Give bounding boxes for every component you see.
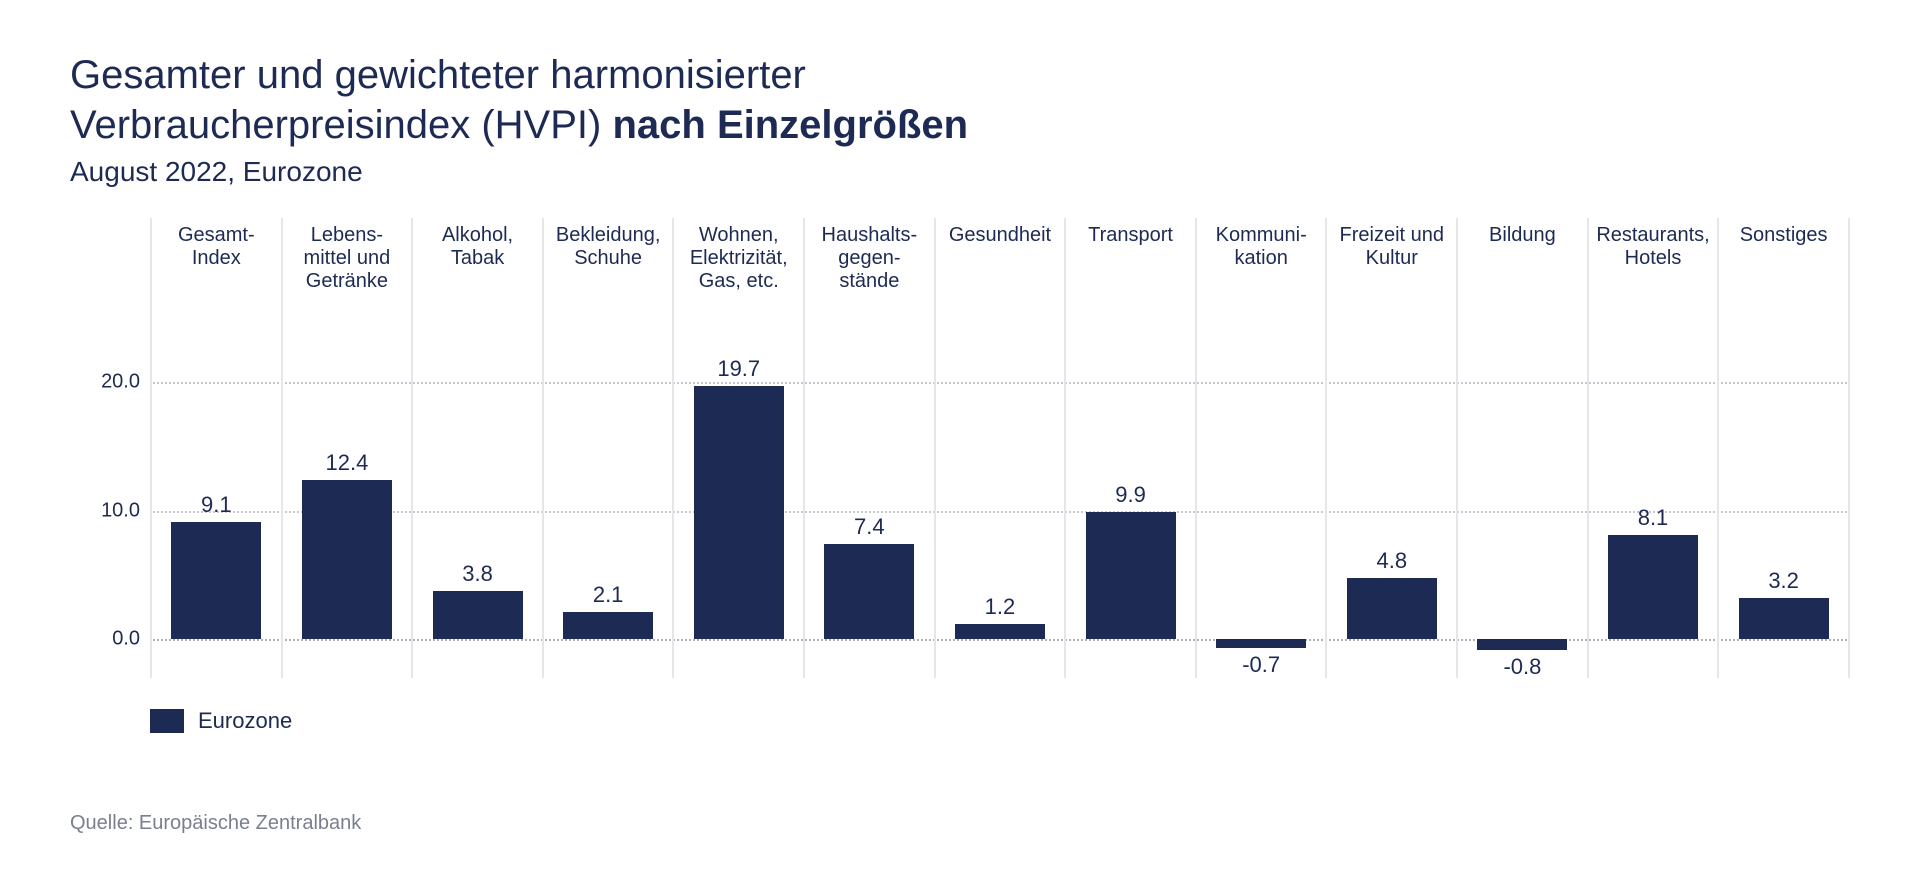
bar xyxy=(1477,639,1567,649)
bar xyxy=(171,522,261,639)
chart-subtitle: August 2022, Eurozone xyxy=(70,156,1850,188)
chart-column: 7.4 xyxy=(803,318,934,678)
legend-label: Eurozone xyxy=(198,708,292,734)
chart-column: 9.1 xyxy=(150,318,281,678)
title-line2-bold: nach Einzelgrößen xyxy=(612,103,968,147)
category-header: Restaurants,Hotels xyxy=(1587,218,1718,318)
value-label: 9.9 xyxy=(1066,482,1195,508)
chart-column: 19.7 xyxy=(672,318,803,678)
y-tick-label: 10.0 xyxy=(101,499,140,522)
bar xyxy=(433,591,523,640)
bar xyxy=(955,624,1045,639)
bar-chart: 0.0 10.0 20.0 Gesamt-IndexLebens-mittel un… xyxy=(70,218,1850,678)
category-header: Lebens-mittel undGetränke xyxy=(281,218,412,318)
bar xyxy=(1086,512,1176,639)
bar xyxy=(1216,639,1306,648)
category-header: Wohnen,Elektrizität,Gas, etc. xyxy=(672,218,803,318)
chart-column: 3.2 xyxy=(1717,318,1850,678)
y-tick-label: 20.0 xyxy=(101,371,140,394)
category-header-row: Gesamt-IndexLebens-mittel undGetränkeAlk… xyxy=(150,218,1850,318)
category-header: Bildung xyxy=(1456,218,1587,318)
category-header: Transport xyxy=(1064,218,1195,318)
value-label: 4.8 xyxy=(1327,548,1456,574)
value-label: -0.7 xyxy=(1197,652,1326,678)
chart-column: 1.2 xyxy=(934,318,1065,678)
bar xyxy=(302,480,392,639)
value-label: 8.1 xyxy=(1589,505,1718,531)
chart-column: 12.4 xyxy=(281,318,412,678)
category-header: Sonstiges xyxy=(1717,218,1850,318)
plot-area: 9.112.4 3.82.1 19.7 7.4 1.2 9.9 -0.7 4.8 -0.8 8.1… xyxy=(150,318,1850,678)
legend-swatch xyxy=(150,709,184,733)
value-label: 9.1 xyxy=(152,492,281,518)
value-label: 3.2 xyxy=(1719,568,1848,594)
category-header: Bekleidung,Schuhe xyxy=(542,218,673,318)
bar xyxy=(1347,578,1437,640)
bar xyxy=(1608,535,1698,639)
category-header: Alkohol,Tabak xyxy=(411,218,542,318)
value-label: 3.8 xyxy=(413,561,542,587)
category-header: Haushalts-gegen-stände xyxy=(803,218,934,318)
category-header: Freizeit undKultur xyxy=(1325,218,1456,318)
value-label: 12.4 xyxy=(283,450,412,476)
chart-column: -0.8 xyxy=(1456,318,1587,678)
title-line1: Gesamter und gewichteter harmonisierter xyxy=(70,53,806,97)
chart-title: Gesamter und gewichteter harmonisierter … xyxy=(70,50,1850,150)
value-label: 19.7 xyxy=(674,356,803,382)
category-header: Kommuni-kation xyxy=(1195,218,1326,318)
bar xyxy=(694,386,784,639)
chart-column: -0.7 xyxy=(1195,318,1326,678)
bar xyxy=(824,544,914,639)
value-label: 2.1 xyxy=(544,582,673,608)
bar xyxy=(563,612,653,639)
chart-column: 4.8 xyxy=(1325,318,1456,678)
y-axis: 0.0 10.0 20.0 xyxy=(70,318,150,678)
value-label: 1.2 xyxy=(936,594,1065,620)
chart-column: 8.1 xyxy=(1587,318,1718,678)
category-header: Gesundheit xyxy=(934,218,1065,318)
chart-column: 2.1 xyxy=(542,318,673,678)
title-line2-plain: Verbraucherpreisindex (HVPI) xyxy=(70,103,612,147)
value-label: -0.8 xyxy=(1458,654,1587,680)
chart-source: Quelle: Europäische Zentralbank xyxy=(70,812,361,835)
value-label: 7.4 xyxy=(805,514,934,540)
y-tick-label: 0.0 xyxy=(112,628,140,651)
chart-column: 3.8 xyxy=(411,318,542,678)
category-header: Gesamt-Index xyxy=(150,218,281,318)
chart-legend: Eurozone xyxy=(150,708,1850,734)
bar xyxy=(1739,598,1829,639)
chart-column: 9.9 xyxy=(1064,318,1195,678)
